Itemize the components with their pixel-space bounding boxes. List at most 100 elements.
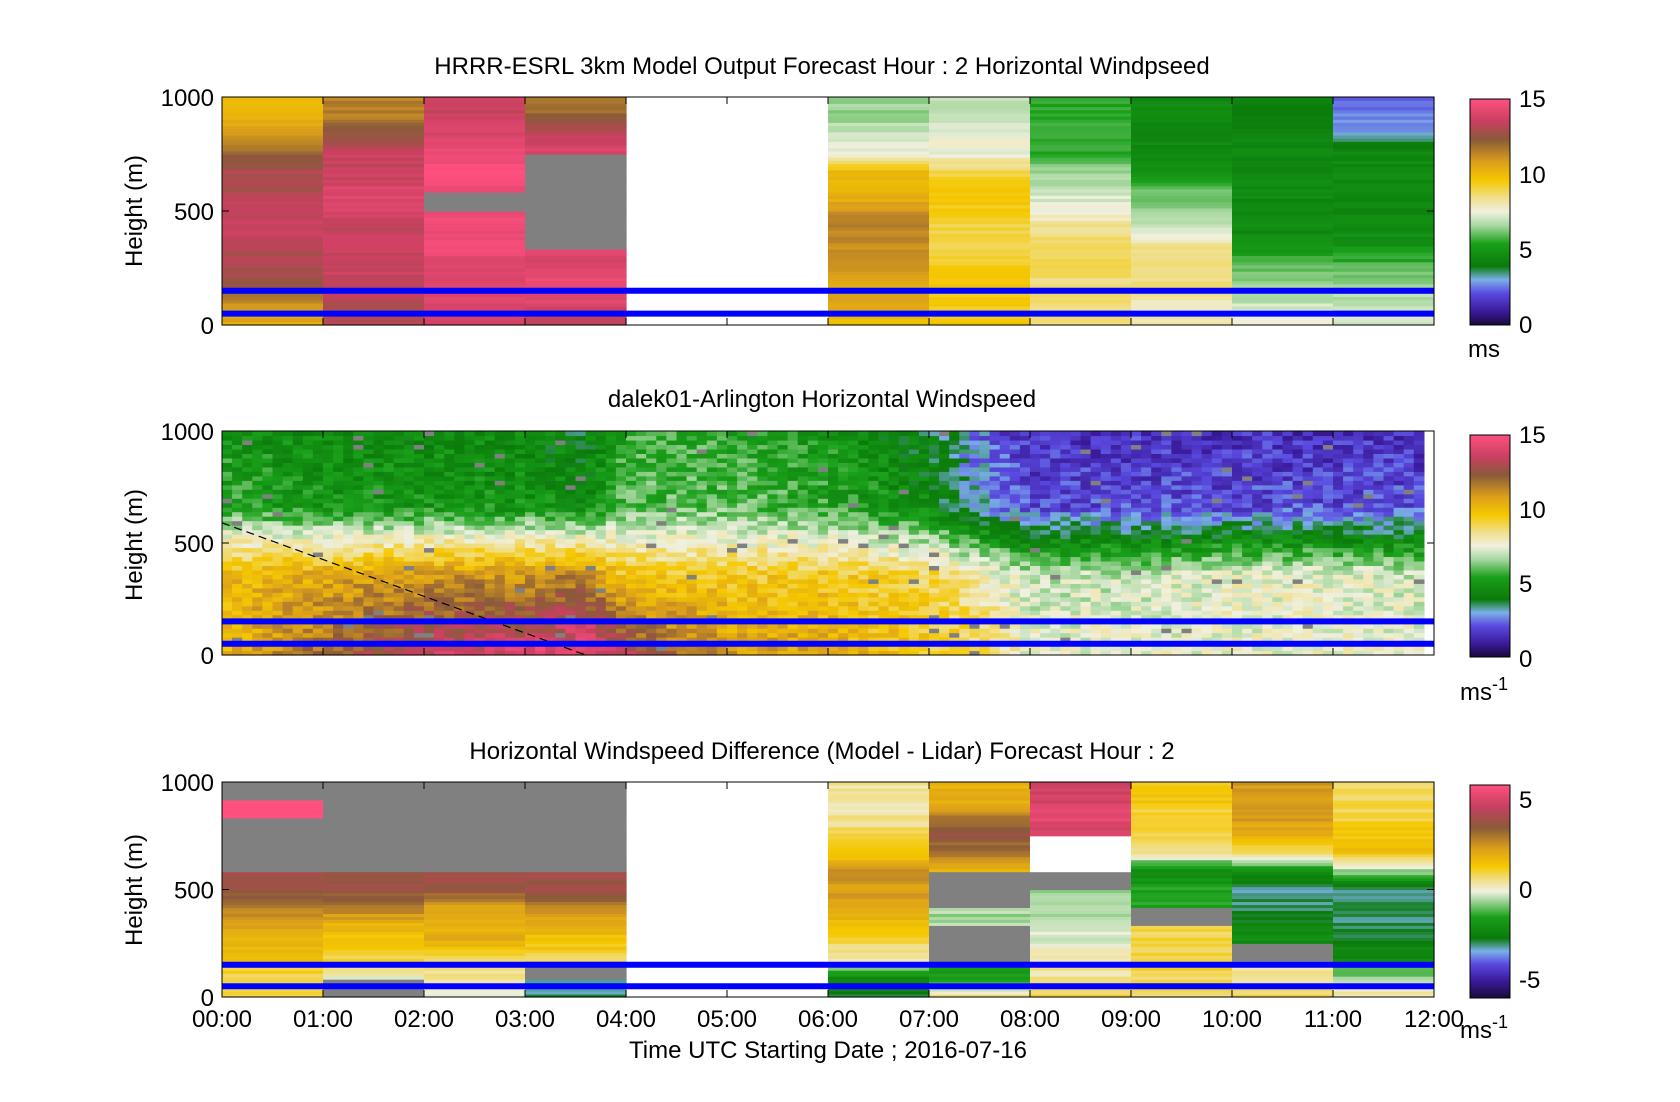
heatmap-cell xyxy=(888,592,900,598)
heatmap-cell xyxy=(767,511,779,517)
heatmap-cell xyxy=(959,601,970,607)
heatmap-cell xyxy=(514,569,526,575)
heatmap-cell xyxy=(222,188,324,193)
heatmap-cell xyxy=(706,637,718,643)
heatmap-cell xyxy=(353,507,364,513)
heatmap-cell xyxy=(272,560,284,566)
heatmap-cell xyxy=(656,574,667,580)
heatmap-cell xyxy=(333,511,344,517)
heatmap-cell xyxy=(969,448,981,454)
heatmap-cell xyxy=(363,610,375,616)
heatmap-cell xyxy=(494,489,506,495)
heatmap-cell xyxy=(424,179,526,184)
heatmap-cell xyxy=(1040,516,1051,522)
heatmap-cell xyxy=(312,578,324,584)
heatmap-cell xyxy=(898,578,910,584)
heatmap-cell xyxy=(474,543,486,549)
heatmap-cell xyxy=(828,534,839,540)
heatmap-cell xyxy=(898,529,910,535)
heatmap-cell xyxy=(747,516,758,522)
heatmap-cell xyxy=(343,431,354,437)
heatmap-cell xyxy=(706,516,718,522)
heatmap-cell xyxy=(464,565,476,571)
heatmap-cell xyxy=(575,516,587,522)
heatmap-cell xyxy=(737,560,748,566)
heatmap-cell xyxy=(777,471,789,477)
heatmap-cell xyxy=(1131,109,1233,114)
heatmap-cell xyxy=(504,507,516,513)
heatmap-cell xyxy=(727,551,738,558)
heatmap-cell xyxy=(828,147,930,152)
heatmap-cell xyxy=(464,534,476,540)
heatmap-cell xyxy=(514,543,526,549)
heatmap-cell xyxy=(262,516,274,522)
heatmap-cell xyxy=(454,623,465,629)
heatmap-cell xyxy=(898,569,910,575)
heatmap-cell xyxy=(666,543,678,549)
heatmap-cell xyxy=(413,493,425,499)
heatmap-cell xyxy=(595,439,607,446)
heatmap-cell xyxy=(747,525,758,531)
heatmap-cell xyxy=(464,448,476,454)
heatmap-cell xyxy=(686,516,698,522)
heatmap-cell xyxy=(343,471,354,477)
heatmap-cell xyxy=(595,511,607,517)
heatmap-cell xyxy=(898,543,910,549)
heatmap-cell xyxy=(434,507,445,513)
heatmap-cell xyxy=(979,605,991,611)
heatmap-cell xyxy=(787,471,799,477)
heatmap-cell xyxy=(474,592,486,598)
heatmap-cell xyxy=(232,547,243,553)
heatmap-cell xyxy=(393,565,405,571)
heatmap-cell xyxy=(939,547,950,553)
heatmap-cell xyxy=(737,534,748,540)
heatmap-cell xyxy=(686,632,698,638)
heatmap-cell xyxy=(737,632,748,638)
heatmap-cell xyxy=(323,220,425,225)
heatmap-cell xyxy=(292,551,304,558)
heatmap-cell xyxy=(383,529,395,535)
heatmap-cell xyxy=(514,502,526,508)
heatmap-cell xyxy=(929,439,940,446)
heatmap-cell xyxy=(656,493,667,499)
heatmap-cell xyxy=(494,529,506,535)
heatmap-cell xyxy=(1070,551,1082,558)
heatmap-cell xyxy=(696,574,708,580)
heatmap-cell xyxy=(939,534,950,540)
heatmap-cell xyxy=(222,226,324,231)
heatmap-cell xyxy=(413,560,425,566)
heatmap-cell xyxy=(767,556,779,562)
heatmap-cell xyxy=(706,529,718,535)
heatmap-cell xyxy=(403,431,415,437)
heatmap-cell xyxy=(565,560,577,566)
heatmap-cell xyxy=(323,462,334,468)
heatmap-cell xyxy=(353,502,364,508)
heatmap-cell xyxy=(373,502,385,508)
heatmap-cell xyxy=(424,448,435,454)
heatmap-cell xyxy=(545,628,556,634)
heatmap-cell xyxy=(747,623,758,629)
heatmap-cell xyxy=(444,466,455,472)
heatmap-cell xyxy=(444,507,455,513)
heatmap-cell xyxy=(1030,315,1132,320)
heatmap-cell xyxy=(484,646,496,652)
heatmap-cell xyxy=(888,493,900,499)
heatmap-cell xyxy=(858,511,869,517)
heatmap-cell xyxy=(757,507,768,513)
heatmap-cell xyxy=(575,578,587,584)
heatmap-cell xyxy=(1009,502,1021,508)
heatmap-cell xyxy=(1131,100,1233,104)
heatmap-cell xyxy=(959,556,970,562)
panel-lidar: dalek01-Arlington Horizontal Windspeed 0… xyxy=(121,386,1546,706)
heatmap-cell xyxy=(676,592,688,598)
heatmap-cell xyxy=(747,453,758,459)
heatmap-cell xyxy=(878,646,890,652)
heatmap-cell xyxy=(898,489,910,495)
heatmap-cell xyxy=(525,547,536,553)
heatmap-cell xyxy=(494,520,506,526)
heatmap-cell xyxy=(989,489,1001,495)
heatmap-cell xyxy=(333,435,344,441)
heatmap-cell xyxy=(454,538,465,544)
heatmap-cell xyxy=(282,583,294,589)
heatmap-cell xyxy=(403,475,415,481)
